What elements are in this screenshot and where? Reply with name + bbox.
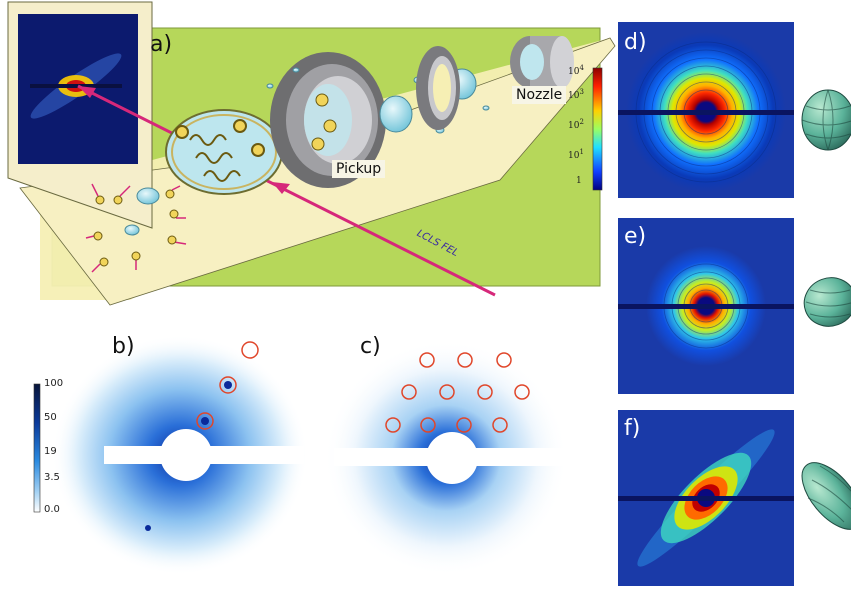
panel-b-spot-3 xyxy=(145,525,151,531)
panel-b-diffraction xyxy=(33,335,308,575)
jet-cb-tick-1: 103 xyxy=(568,88,584,101)
panel-c-highlight-9 xyxy=(420,417,436,433)
panel-label-f: f) xyxy=(624,416,641,441)
blue-cb-tick-0: 100 xyxy=(44,378,64,389)
panel-b-highlight-3 xyxy=(196,412,214,430)
beam-arrowhead xyxy=(78,86,96,98)
jet-cb-tick-4: 1 xyxy=(576,176,582,186)
panel-c-highlight-8 xyxy=(385,417,401,433)
panel-c-highlight-1 xyxy=(419,352,435,368)
schematic-panel xyxy=(7,1,616,306)
panel-b-spot-2 xyxy=(201,417,209,425)
panel-e-diffraction xyxy=(618,218,794,394)
panel-label-c: c) xyxy=(360,334,381,359)
panel-c-highlight-10 xyxy=(456,417,472,433)
fel-beam xyxy=(77,84,496,297)
panel-label-d: d) xyxy=(624,30,647,55)
ellipsoid-shapes xyxy=(801,89,851,530)
panel-c-highlight-6 xyxy=(477,384,493,400)
jet-cb-tick-2: 102 xyxy=(568,118,584,131)
panel-c-highlight-3 xyxy=(496,352,512,368)
panel-c-highlight-4 xyxy=(401,384,417,400)
helices xyxy=(175,119,265,182)
blue-cb-tick-4: 0.0 xyxy=(44,504,60,515)
blue-cb-tick-2: 19 xyxy=(44,446,57,457)
pickup-label: Pickup xyxy=(332,160,386,178)
aperture-ring xyxy=(416,46,460,130)
panel-label-a: a) xyxy=(150,32,173,57)
panel-label-b: b) xyxy=(112,334,135,359)
jet-cb-tick-3: 101 xyxy=(568,148,584,161)
panel-b-highlight-1 xyxy=(241,341,259,359)
panel-b-spot-1 xyxy=(224,381,232,389)
jet-colorbar xyxy=(592,67,603,191)
blue-cb-tick-1: 50 xyxy=(44,412,57,423)
blue-cb-tick-3: 3.5 xyxy=(44,472,60,483)
panel-c-highlight-11 xyxy=(492,417,508,433)
sheet-particles xyxy=(85,183,187,273)
pickup-cell xyxy=(270,52,386,188)
panel-c-highlight-5 xyxy=(439,384,455,400)
ellipsoid-f xyxy=(801,462,851,530)
ellipsoid-d xyxy=(801,89,851,151)
panel-d-diffraction xyxy=(592,22,794,198)
detector-beamstop xyxy=(30,84,122,88)
ellipsoid-e xyxy=(803,277,851,327)
blue-colorbar xyxy=(33,383,41,513)
panel-f-diffraction xyxy=(618,410,794,586)
jet-cb-tick-0: 104 xyxy=(568,64,584,77)
interaction-droplet-rim xyxy=(171,114,277,190)
nozzle xyxy=(510,36,574,88)
panel-label-e: e) xyxy=(624,224,647,249)
panel-c-highlight-2 xyxy=(457,352,473,368)
panel-c-highlight-7 xyxy=(514,384,530,400)
panel-c-diffraction xyxy=(324,340,570,576)
panel-c-beamstop xyxy=(426,432,478,484)
nozzle-label: Nozzle xyxy=(512,86,567,104)
beam-arrowhead-2 xyxy=(272,182,290,194)
panel-b-highlight-2 xyxy=(219,376,237,394)
panel-b-beamstop xyxy=(160,429,212,481)
